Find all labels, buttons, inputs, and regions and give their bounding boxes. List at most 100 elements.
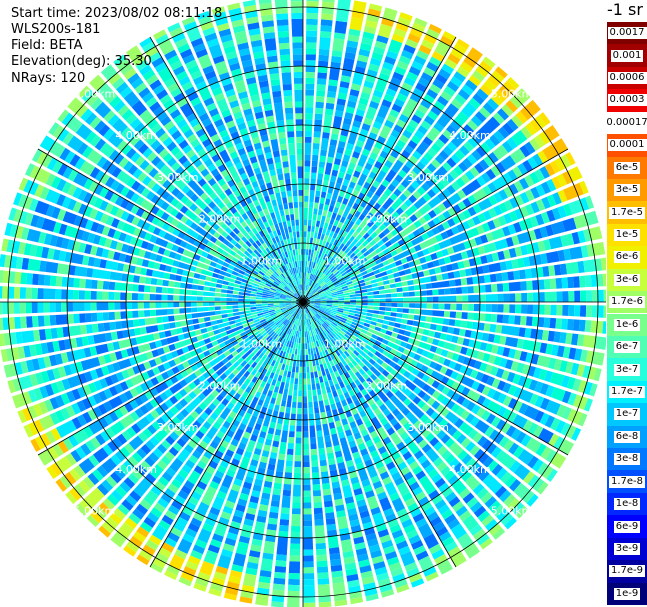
beta-cell [252,339,259,345]
beta-cell [291,514,301,527]
beta-cell [455,177,466,188]
beta-cell [299,278,302,285]
beta-cell [178,155,188,165]
beta-cell [560,154,572,169]
beta-cell [353,284,360,289]
beta-cell [224,272,232,278]
beta-cell [293,77,303,84]
beta-cell [338,249,344,257]
beta-cell [143,302,150,309]
beta-cell [109,192,120,204]
beta-cell [319,332,330,350]
beta-cell [123,160,134,172]
beta-cell [198,15,212,26]
beta-cell [184,86,196,97]
beta-cell [386,556,400,566]
beta-cell [141,259,150,268]
beta-cell [383,507,395,517]
beta-cell [322,375,328,382]
beta-cell [314,244,319,251]
beta-cell [273,373,279,381]
beta-cell [345,331,353,337]
beta-cell [216,416,225,425]
beta-cell [167,125,179,136]
beta-cell [313,131,321,138]
beta-cell [297,307,301,313]
beta-cell [537,240,546,252]
beta-cell [12,378,22,392]
beta-cell [361,299,368,302]
beta-cell [305,66,316,73]
beta-cell [347,369,358,382]
beta-cell [263,274,270,280]
beta-cell [479,284,486,293]
beta-cell [29,198,39,212]
beta-cell [292,484,301,497]
beta-cell [126,292,133,301]
beta-cell [320,382,325,389]
beta-cell [297,260,300,267]
beta-cell [303,602,316,607]
beta-cell [283,483,292,491]
beta-cell [271,595,285,603]
beta-cell [278,381,285,395]
beta-cell [312,347,317,354]
beta-cell [148,452,160,463]
beta-cell [504,517,517,530]
beta-cell [84,302,91,311]
beta-cell [189,118,200,128]
beta-cell [142,428,153,439]
beta-cell [172,65,186,76]
beta-cell [419,156,430,167]
beta-cell [334,270,340,277]
beta-cell [60,352,69,364]
beta-cell [160,492,173,504]
beta-cell [103,128,115,141]
beta-cell [447,546,467,568]
beta-cell [303,384,307,391]
beta-cell [290,262,294,269]
beta-cell [144,277,152,285]
beta-cell [31,287,38,299]
beta-cell [284,226,290,240]
beta-cell [251,311,258,316]
beta-cell [43,355,52,368]
beta-cell [244,310,251,314]
beta-cell [232,156,241,165]
beta-cell [270,224,276,232]
beta-cell [391,497,406,513]
beta-cell [138,126,150,138]
beta-cell [341,479,350,487]
beta-cell [372,512,386,527]
beta-cell [568,290,575,302]
beta-cell [397,238,406,246]
beta-cell [252,242,259,249]
beta-cell [305,42,317,49]
beta-cell [52,249,61,261]
beta-cell [25,302,32,314]
beta-cell [72,186,83,199]
beta-cell [313,315,318,322]
beta-cell [274,279,281,285]
beta-cell [262,408,273,427]
beta-cell [457,201,467,211]
beta-cell [204,158,214,168]
beta-cell [227,242,235,250]
beta-cell [57,440,69,454]
beta-cell [231,270,239,276]
beta-cell [19,302,26,314]
beta-cell [281,155,289,162]
beta-cell [291,299,298,302]
beta-cell [238,308,245,312]
beta-cell [286,395,293,408]
beta-cell [76,400,87,412]
beta-cell [139,393,149,403]
beta-cell [211,340,219,347]
beta-cell [295,330,299,337]
beta-cell [145,191,156,201]
beta-cell [433,100,446,112]
beta-cell [267,121,276,129]
beta-cell [551,207,562,220]
beta-cell [297,396,302,403]
beta-cell [207,163,217,173]
